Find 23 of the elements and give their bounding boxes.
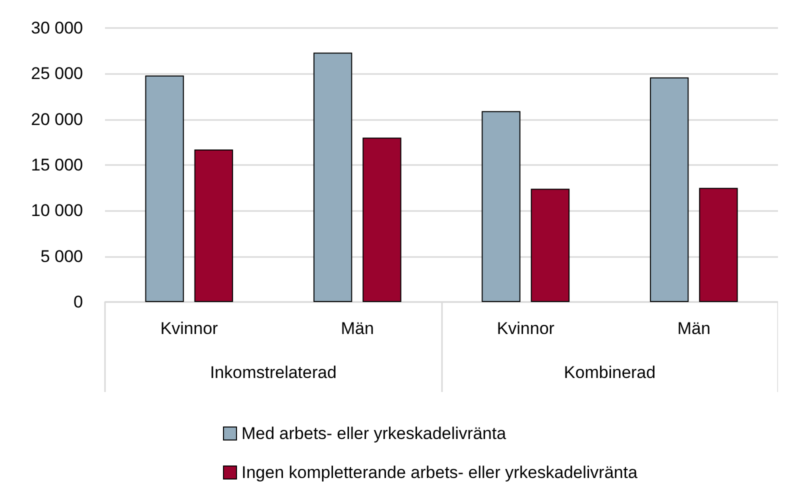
legend-label: Ingen kompletterande arbets- eller yrkeskadelivränta bbox=[242, 463, 638, 482]
y-tick-label: 15 000 bbox=[31, 156, 83, 174]
x-tick-label: Män bbox=[677, 319, 710, 338]
bar bbox=[194, 149, 234, 302]
y-tick-label: 30 000 bbox=[31, 18, 83, 38]
x-tick-label: Kvinnor bbox=[160, 319, 218, 338]
y-tick-label: 10 000 bbox=[31, 201, 83, 220]
bar bbox=[145, 75, 184, 302]
text: Inkomstrelaterad bbox=[210, 363, 337, 382]
bar bbox=[482, 111, 520, 302]
bar bbox=[530, 188, 570, 302]
legend-label: Med arbets- eller yrkeskadelivränta bbox=[242, 424, 507, 443]
y-tick-label: 25 000 bbox=[31, 64, 83, 84]
x-tick-label: Kvinnor bbox=[496, 319, 555, 338]
y-tick-label: 20 000 bbox=[31, 110, 83, 129]
y-tick-label: 0 bbox=[74, 292, 83, 312]
text: Kombinerad bbox=[564, 363, 656, 382]
bar bbox=[362, 138, 402, 302]
bar bbox=[313, 52, 352, 302]
bar bbox=[650, 77, 689, 302]
x-tick-label: Män bbox=[340, 319, 374, 338]
bar bbox=[699, 188, 738, 302]
y-tick-label: 5 000 bbox=[40, 246, 83, 266]
